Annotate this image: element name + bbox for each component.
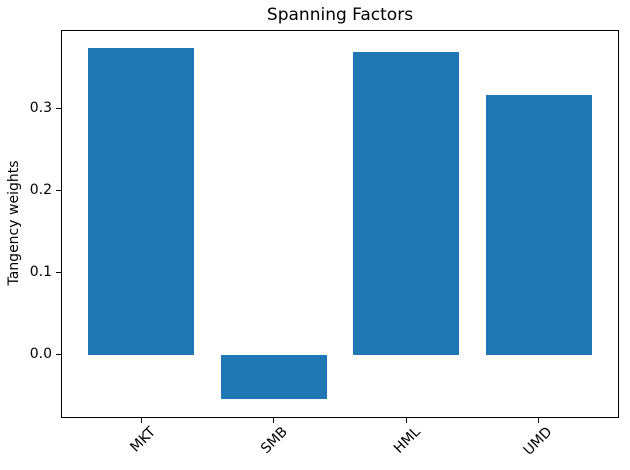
bar-umd	[485, 95, 592, 355]
y-tick-label: 0.3	[29, 99, 52, 116]
x-tick-mark	[140, 418, 142, 423]
x-tick-label-hml: HML	[390, 424, 424, 457]
y-tick-mark	[56, 271, 61, 273]
y-tick-mark	[56, 189, 61, 191]
chart-title: Spanning Factors	[266, 5, 414, 25]
x-tick-label-smb: SMB	[258, 424, 292, 457]
x-tick-mark	[405, 418, 407, 423]
bar-smb	[220, 354, 327, 399]
y-tick-label: 0.2	[29, 181, 52, 198]
y-tick-mark	[56, 107, 61, 109]
y-axis-label: Tangency weights	[6, 160, 22, 286]
y-tick-mark	[56, 354, 61, 356]
x-tick-mark	[273, 418, 275, 423]
bar-hml	[353, 51, 460, 355]
x-tick-label-umd: UMD	[521, 424, 556, 459]
x-tick-mark	[538, 418, 540, 423]
y-tick-label: 0.0	[29, 346, 52, 363]
bar-mkt	[88, 48, 195, 355]
y-tick-label: 0.1	[29, 263, 52, 280]
plot-area	[61, 30, 619, 418]
x-tick-label-mkt: MKT	[127, 424, 159, 456]
